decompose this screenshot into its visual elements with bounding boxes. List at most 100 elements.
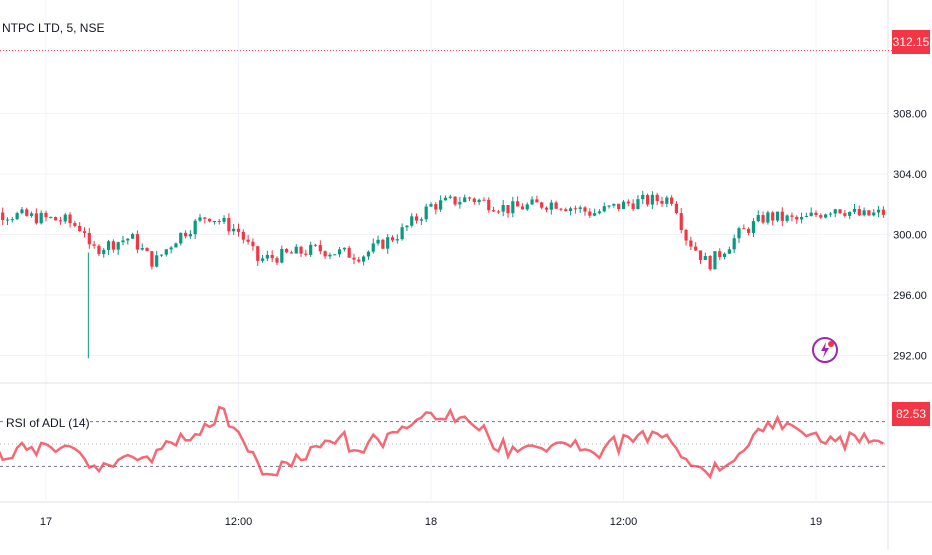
candle-body (121, 240, 125, 243)
candle-body (612, 203, 616, 206)
candle-body (751, 221, 756, 233)
candle-body (698, 250, 703, 261)
candle-body (881, 209, 885, 215)
candle-body (116, 242, 120, 250)
candle-body (771, 212, 775, 221)
candle-body (819, 215, 823, 218)
candle-body (313, 244, 318, 246)
candle-body (482, 199, 486, 201)
candle-body (583, 207, 587, 212)
candle-body (371, 243, 375, 252)
candle-body (5, 219, 10, 221)
candle-body (270, 254, 274, 259)
x-tick-label: 12:00 (610, 516, 638, 528)
candle-body (621, 201, 626, 209)
candle-body (323, 251, 327, 257)
candle-body (183, 232, 188, 237)
candle-body (246, 239, 250, 242)
y-tick-label: 296.00 (893, 290, 927, 302)
candle-body (414, 216, 419, 221)
candle-body (58, 220, 63, 222)
candle-body (212, 221, 217, 223)
candle-body (289, 252, 294, 254)
candle-body (102, 249, 106, 255)
candle-body (857, 208, 861, 216)
candle-body (463, 197, 467, 203)
candle-body (241, 231, 245, 240)
candle-body (232, 228, 236, 232)
candle-body (795, 216, 799, 220)
candle-body (236, 228, 241, 232)
rsi-indicator-label[interactable]: RSI of ADL (14) (6, 416, 90, 430)
candle-body (453, 196, 457, 205)
candle-body (520, 206, 525, 210)
candle-body (573, 208, 577, 210)
candle-body (655, 194, 659, 201)
candle-body (193, 220, 197, 235)
candle-body (679, 213, 683, 231)
candle-body (593, 213, 597, 216)
candle-body (525, 204, 529, 210)
candle-body (92, 244, 96, 246)
candle-body (395, 239, 399, 241)
candle-body (843, 213, 847, 216)
candle-body (294, 246, 298, 254)
candle-body (491, 210, 496, 212)
candle-body (49, 217, 53, 219)
candle-body (559, 208, 563, 210)
candle-body (410, 216, 414, 226)
candle-body (400, 227, 404, 240)
candle-body (852, 208, 857, 212)
candle-body (25, 209, 29, 216)
candle-body (318, 244, 322, 252)
candle-body (68, 214, 72, 224)
candle-body (501, 205, 505, 212)
candle-body (631, 203, 635, 209)
candle-body (568, 208, 573, 212)
candle-body (530, 199, 534, 205)
candle-body (15, 213, 19, 220)
candle-body (434, 204, 438, 210)
candle-body (650, 194, 654, 205)
candle-body (299, 246, 303, 254)
candle-body (131, 234, 135, 239)
candle-body (342, 247, 346, 250)
y-tick-label: 300.00 (893, 229, 927, 241)
candle-body (799, 216, 804, 220)
candle-body (766, 212, 770, 223)
candle-body (790, 215, 794, 217)
candle-body (73, 223, 77, 226)
candle-body (602, 206, 606, 212)
candle-body (467, 197, 472, 199)
candle-body (535, 199, 539, 203)
candle-body (876, 209, 881, 213)
candle-body (20, 209, 24, 214)
candle-body (544, 207, 549, 210)
candle-body (29, 213, 34, 216)
candle-body (833, 209, 837, 214)
lightning-icon[interactable] (812, 337, 838, 363)
candle-body (78, 225, 82, 232)
candle-body (44, 212, 48, 218)
candle-body (804, 215, 808, 217)
candle-body (198, 217, 202, 221)
candle-body (150, 251, 154, 267)
candle-body (862, 210, 866, 216)
x-tick-label: 17 (40, 516, 52, 528)
y-tick-label: 308.00 (893, 108, 927, 120)
candle-body (718, 251, 722, 257)
candle-body (381, 239, 385, 249)
candle-body (164, 249, 168, 255)
candle-body (617, 203, 621, 209)
candle-body (472, 198, 476, 202)
candle-body (477, 199, 481, 202)
candle-body (347, 247, 351, 258)
last-price-badge: 312.15 (892, 30, 930, 54)
candle-body (362, 256, 366, 262)
candle-body (660, 200, 664, 204)
candle-body (540, 202, 544, 208)
candle-body (111, 241, 115, 250)
candle-body (106, 241, 111, 250)
